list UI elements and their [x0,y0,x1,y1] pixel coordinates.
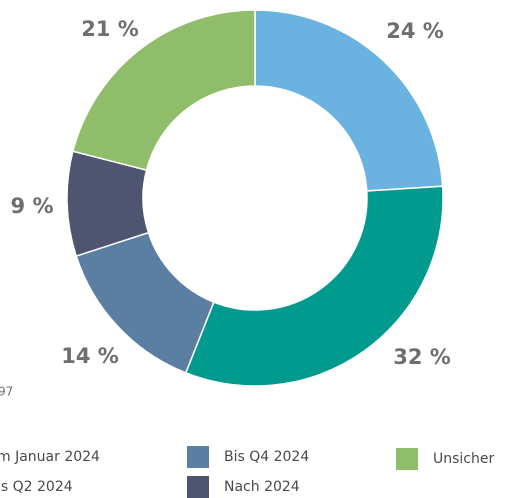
donut-segment [254,9,444,192]
value-label: 14 % [61,344,119,368]
note: 97 [0,385,13,399]
legend-swatch [187,446,209,468]
value-label: 21 % [81,17,139,41]
donut-segment [71,9,256,172]
legend-label: Bis Q4 2024 [224,449,309,465]
legend-label: is Q2 2024 [0,479,73,495]
donut-segment [184,185,444,387]
legend-swatch [396,448,418,470]
value-label: 24 % [386,19,444,43]
legend-label: Nach 2024 [224,479,300,495]
value-label: 32 % [393,345,451,369]
value-label: 9 % [11,194,54,218]
legend-swatch [187,476,209,498]
legend-label: Unsicher [433,451,494,467]
legend-label: m Januar 2024 [0,449,100,465]
